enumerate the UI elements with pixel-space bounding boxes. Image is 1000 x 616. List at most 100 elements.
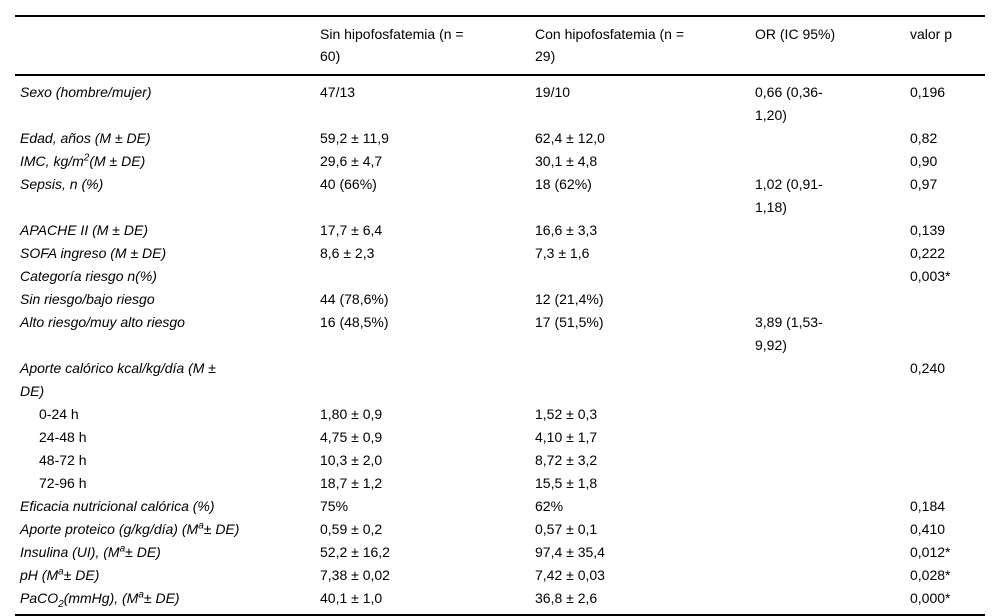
- row-label: IMC, kg/m2(M ± DE): [15, 150, 320, 173]
- row-label: Categoría riesgo n(%): [15, 265, 320, 288]
- row-label: SOFA ingreso (M ± DE): [15, 242, 320, 265]
- label-text: ± DE): [143, 590, 180, 606]
- cell-or-ic95: [755, 587, 910, 615]
- label-text: Sexo (hombre/mujer): [20, 84, 152, 100]
- cell-valor-p: 0,000*: [910, 590, 951, 606]
- cell-valor-p: 0,240: [910, 360, 946, 376]
- label-sup-text: a: [138, 589, 144, 601]
- cell-or-ic95: [755, 265, 910, 288]
- cell-sin-hipofosfatemia: [320, 357, 535, 403]
- table-row: Sepsis, n (%) 40 (66%) 18 (62%) 1,02 (0,91-…: [15, 173, 985, 219]
- cell-line: 3,89 (1,53-: [755, 314, 823, 330]
- cell-con-hipofosfatemia: [535, 265, 755, 288]
- cell-valor-p: [910, 288, 985, 311]
- row-label: 0-24 h: [15, 403, 320, 426]
- row-label: Alto riesgo/muy alto riesgo: [15, 311, 320, 357]
- column-header-line: 60): [320, 48, 341, 64]
- label-text: ± DE): [203, 521, 240, 537]
- label-text: PaCO: [20, 590, 59, 606]
- label-text: Categoría riesgo n(%): [20, 268, 157, 284]
- column-header-or-ic95: OR (IC 95%): [755, 16, 910, 75]
- table-row: Insulina (UI), (Ma± DE) 52,2 ± 16,2 97,4 ±…: [15, 541, 985, 564]
- cell-or-ic95: [755, 288, 910, 311]
- cell-sin-hipofosfatemia: 52,2 ± 16,2: [320, 544, 390, 560]
- cell-valor-p: [910, 403, 985, 426]
- cell-or-ic95: [755, 242, 910, 265]
- cell-valor-p: 0,012*: [910, 544, 951, 560]
- cell-or-ic95: [755, 518, 910, 541]
- row-label: 72-96 h: [15, 472, 320, 495]
- cell-sin-hipofosfatemia: 40 (66%): [320, 176, 377, 192]
- label-text: 24-48 h: [39, 429, 87, 445]
- cell-valor-p: 0,90: [910, 153, 938, 169]
- cell-or-ic95: [755, 357, 910, 403]
- cell-valor-p: [910, 311, 985, 357]
- results-table: Sin hipofosfatemia (n = 60) Con hipofosfat…: [15, 15, 985, 616]
- cell-sin-hipofosfatemia: 40,1 ± 1,0: [320, 590, 383, 606]
- row-label: Insulina (UI), (Ma± DE): [15, 541, 320, 564]
- row-label: pH (Ma± DE): [15, 564, 320, 587]
- cell-sin-hipofosfatemia: 7,38 ± 0,02: [320, 567, 390, 583]
- cell-sin-hipofosfatemia: 29,6 ± 4,7: [320, 153, 383, 169]
- cell-or-ic95: [755, 219, 910, 242]
- table-header: Sin hipofosfatemia (n = 60) Con hipofosfat…: [15, 16, 985, 75]
- table-row: SOFA ingreso (M ± DE) 8,6 ± 2,3 7,3 ± 1,6 0…: [15, 242, 985, 265]
- table-row: Aporte proteico (g/kg/día) (Ma± DE) 0,59 …: [15, 518, 985, 541]
- label-text: (mmHg), (M: [63, 590, 139, 606]
- header-row: Sin hipofosfatemia (n = 60) Con hipofosfat…: [15, 16, 985, 75]
- cell-con-hipofosfatemia: [535, 357, 755, 403]
- label-text: ± DE): [125, 544, 161, 560]
- row-label: 48-72 h: [15, 449, 320, 472]
- cell-sin-hipofosfatemia: 1,80 ± 0,9: [320, 406, 383, 422]
- cell-con-hipofosfatemia: 16,6 ± 3,3: [535, 222, 598, 238]
- column-header-line: 29): [535, 48, 556, 64]
- table-row: Categoría riesgo n(%) 0,003*: [15, 265, 985, 288]
- cell-sin-hipofosfatemia: 18,7 ± 1,2: [320, 475, 383, 491]
- row-label: 24-48 h: [15, 426, 320, 449]
- row-label: Sepsis, n (%): [15, 173, 320, 219]
- cell-con-hipofosfatemia: 7,42 ± 0,03: [535, 567, 605, 583]
- cell-or-ic95: [755, 449, 910, 472]
- cell-con-hipofosfatemia: 19/10: [535, 84, 571, 100]
- table-row: Alto riesgo/muy alto riesgo 16 (48,5%) 17 …: [15, 311, 985, 357]
- cell-valor-p: 0,028*: [910, 567, 951, 583]
- row-label: Aporte proteico (g/kg/día) (Ma± DE): [15, 518, 320, 541]
- column-header-con-hipofosfatemia: Con hipofosfatemia (n = 29): [535, 16, 755, 75]
- cell-sin-hipofosfatemia: 17,7 ± 6,4: [320, 222, 383, 238]
- label-text: Edad, años (M ± DE): [20, 130, 151, 146]
- label-text: Sepsis, n (%): [20, 176, 104, 192]
- table-body: Sexo (hombre/mujer) 47/13 19/10 0,66 (0,36-…: [15, 75, 985, 615]
- cell-con-hipofosfatemia: 18 (62%): [535, 176, 592, 192]
- cell-con-hipofosfatemia: 4,10 ± 1,7: [535, 429, 598, 445]
- label-text: Sin riesgo/bajo riesgo: [20, 291, 155, 307]
- cell-or-ic95: 1,02 (0,91- 1,18): [755, 173, 910, 219]
- cell-con-hipofosfatemia: 15,5 ± 1,8: [535, 475, 598, 491]
- cell-valor-p: [910, 472, 985, 495]
- label-text: 48-72 h: [39, 452, 87, 468]
- cell-sin-hipofosfatemia: 47/13: [320, 84, 356, 100]
- cell-con-hipofosfatemia: 7,3 ± 1,6: [535, 245, 590, 261]
- cell-valor-p: 0,196: [910, 84, 946, 100]
- label-text: Insulina (UI), (M: [20, 544, 120, 560]
- label-text: pH (M: [20, 567, 59, 583]
- row-label: Aporte calórico kcal/kg/día (M ± DE): [15, 357, 320, 403]
- table-row: APACHE II (M ± DE) 17,7 ± 6,4 16,6 ± 3,3 0,…: [15, 219, 985, 242]
- table-row: Aporte calórico kcal/kg/día (M ± DE) 0,240: [15, 357, 985, 403]
- cell-line: 9,92): [755, 337, 787, 353]
- cell-con-hipofosfatemia: 62,4 ± 12,0: [535, 130, 605, 146]
- table-row: Edad, años (M ± DE) 59,2 ± 11,9 62,4 ± 12,…: [15, 127, 985, 150]
- label-text: (M ± DE): [89, 153, 146, 169]
- row-label: Sin riesgo/bajo riesgo: [15, 288, 320, 311]
- cell-sin-hipofosfatemia: 8,6 ± 2,3: [320, 245, 375, 261]
- cell-con-hipofosfatemia: 12 (21,4%): [535, 291, 604, 307]
- cell-sin-hipofosfatemia: 4,75 ± 0,9: [320, 429, 383, 445]
- table-row: 24-48 h 4,75 ± 0,9 4,10 ± 1,7: [15, 426, 985, 449]
- cell-con-hipofosfatemia: 1,52 ± 0,3: [535, 406, 598, 422]
- label-text: 72-96 h: [39, 475, 87, 491]
- table-row: PaCO2(mmHg), (Ma± DE) 40,1 ± 1,0 36,8 ± 2,…: [15, 587, 985, 615]
- label-text: IMC, kg/m: [20, 153, 84, 169]
- label-sup-text: a: [198, 520, 204, 532]
- cell-or-ic95: 3,89 (1,53- 9,92): [755, 311, 910, 357]
- cell-or-ic95: [755, 127, 910, 150]
- cell-con-hipofosfatemia: 8,72 ± 3,2: [535, 452, 598, 468]
